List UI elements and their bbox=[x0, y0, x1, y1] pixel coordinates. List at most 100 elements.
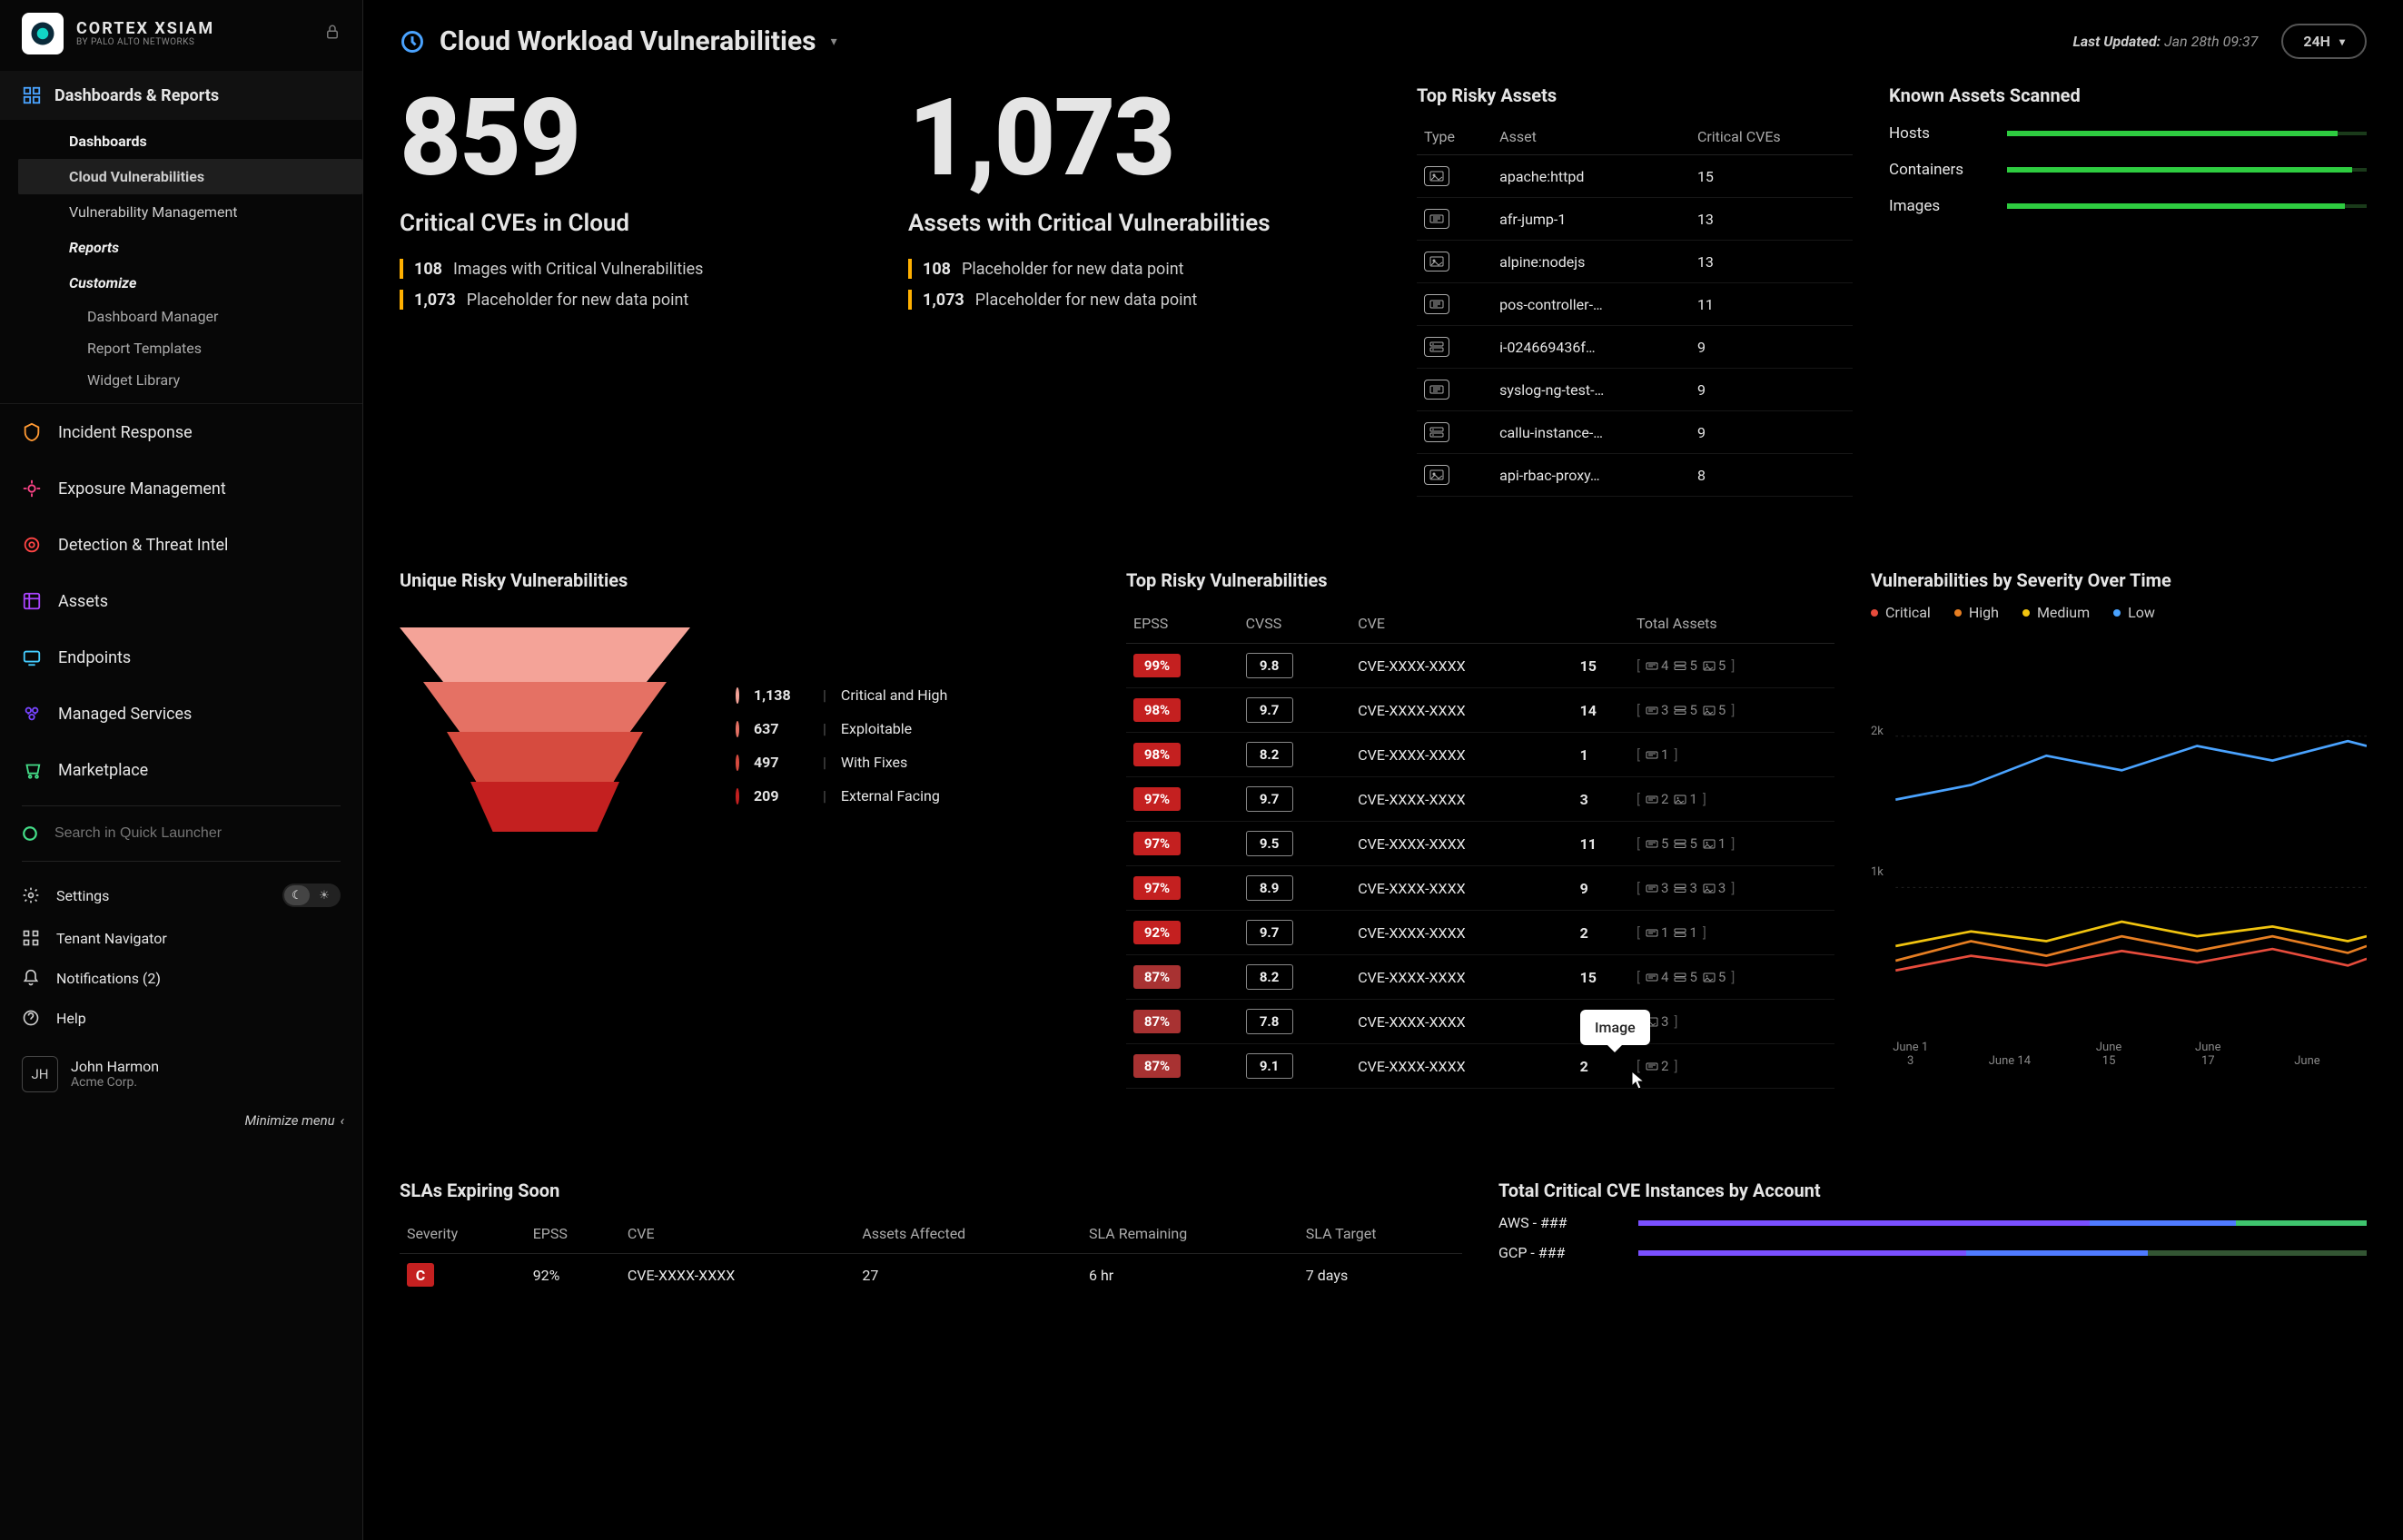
brand-subtitle: BY PALO ALTO NETWORKS bbox=[76, 37, 214, 47]
severity-badge: C bbox=[407, 1263, 434, 1287]
table-row[interactable]: 87% 9.1 CVE-XXXX-XXXX 2 [2] bbox=[1126, 1044, 1834, 1089]
image-icon bbox=[1424, 166, 1449, 186]
panel-title: Vulnerabilities by Severity Over Time bbox=[1871, 569, 2367, 591]
dashboards-reports-label: Dashboards & Reports bbox=[54, 86, 219, 105]
table-row[interactable]: 99% 9.8 CVE-XXXX-XXXX 15 [4 5 5] bbox=[1126, 644, 1834, 688]
grid-icon bbox=[22, 929, 40, 947]
top-risky-assets-table: TypeAssetCritical CVEs apache:httpd15 af… bbox=[1417, 119, 1853, 497]
table-row[interactable]: callu-instance-…9 bbox=[1417, 411, 1853, 454]
table-row[interactable]: i-024669436f…9 bbox=[1417, 326, 1853, 369]
kpi-label: Assets with Critical Vulnerabilities bbox=[908, 210, 1326, 237]
table-header: Type bbox=[1417, 119, 1492, 155]
table-header: CVSS bbox=[1239, 604, 1351, 644]
top-risky-vulnerabilities-table: EPSSCVSSCVE Total Assets 99% 9.8 CVE-XXXX… bbox=[1126, 604, 1834, 1089]
panel-title: SLAs Expiring Soon bbox=[400, 1180, 1462, 1201]
table-header: Assets Affected bbox=[855, 1214, 1082, 1254]
kpi-critical-cves: 859 Critical CVEs in Cloud 108Images wit… bbox=[400, 84, 872, 497]
sidebar-item-dashboards-reports[interactable]: Dashboards & Reports bbox=[0, 71, 362, 120]
brand-title: CORTEX XSIAM bbox=[76, 20, 214, 38]
metric-row: 1,073Placeholder for new data point bbox=[400, 290, 872, 310]
table-row[interactable]: 92% 9.7 CVE-XXXX-XXXX 2 [1 1] bbox=[1126, 911, 1834, 955]
user-org: Acme Corp. bbox=[71, 1075, 159, 1091]
table-row[interactable]: pos-controller-…11 bbox=[1417, 283, 1853, 326]
sidebar-item-managed-services[interactable]: Managed Services bbox=[0, 686, 362, 742]
sidebar-item-help[interactable]: Help bbox=[0, 998, 362, 1038]
theme-toggle[interactable]: ☾ ☀ bbox=[282, 884, 341, 907]
table-header: CVE bbox=[1350, 604, 1572, 644]
quick-launcher-search[interactable] bbox=[0, 814, 362, 854]
cve-by-account-panel: Total Critical CVE Instances by Account … bbox=[1498, 1180, 2367, 1296]
legend-row: 1,138| Critical and High bbox=[736, 686, 947, 704]
sidebar-item-reports[interactable]: Reports bbox=[54, 230, 362, 265]
minimize-menu-button[interactable]: Minimize menu ‹ bbox=[0, 1103, 362, 1138]
chevron-down-icon[interactable]: ▾ bbox=[831, 35, 837, 49]
sidebar-item-vulnerability-management[interactable]: Vulnerability Management bbox=[54, 194, 362, 230]
sidebar-item-incident-response[interactable]: Incident Response bbox=[0, 404, 362, 460]
legend-item: High bbox=[1954, 604, 1999, 621]
table-row[interactable]: apache:httpd15 bbox=[1417, 155, 1853, 198]
container-icon bbox=[1424, 380, 1449, 400]
table-row[interactable]: 98% 9.7 CVE-XXXX-XXXX 14 [3 5 5] bbox=[1126, 688, 1834, 733]
table-header: Severity bbox=[400, 1214, 526, 1254]
topbar: Cloud Workload Vulnerabilities ▾ Last Up… bbox=[391, 0, 2376, 75]
table-header: EPSS bbox=[1126, 604, 1239, 644]
severity-over-time-panel: Vulnerabilities by Severity Over Time Cr… bbox=[1871, 569, 2367, 1089]
table-row[interactable]: 98% 8.2 CVE-XXXX-XXXX 1 [1] bbox=[1126, 733, 1834, 777]
sidebar-item-marketplace[interactable]: Marketplace bbox=[0, 742, 362, 798]
table-row[interactable]: alpine:nodejs13 bbox=[1417, 241, 1853, 283]
unique-risky-vulnerabilities-panel: Unique Risky Vulnerabilities 1,138| Crit… bbox=[400, 569, 1090, 1089]
sidebar-item-notifications[interactable]: Notifications (2) bbox=[0, 958, 362, 998]
table-row[interactable]: 87% 8.2 CVE-XXXX-XXXX 15 [4 5 5] bbox=[1126, 955, 1834, 1000]
account-row: GCP - ### bbox=[1498, 1244, 2367, 1261]
time-range-selector[interactable]: 24H ▾ bbox=[2281, 24, 2367, 59]
main-content: Cloud Workload Vulnerabilities ▾ Last Up… bbox=[363, 0, 2403, 1540]
chevron-left-icon: ‹ bbox=[341, 1112, 344, 1129]
sidebar-item-settings[interactable]: Settings ☾ ☀ bbox=[0, 873, 362, 918]
table-header: Critical CVEs bbox=[1690, 119, 1853, 155]
table-header: CVE bbox=[620, 1214, 855, 1254]
search-input[interactable] bbox=[54, 825, 341, 842]
table-header: SLA Remaining bbox=[1082, 1214, 1299, 1254]
sidebar-item-endpoints[interactable]: Endpoints bbox=[0, 629, 362, 686]
table-row[interactable]: 97% 9.5 CVE-XXXX-XXXX 11 [5 5 1] bbox=[1126, 822, 1834, 866]
sidebar-item-assets[interactable]: Assets bbox=[0, 573, 362, 629]
kpi-assets-critical: 1,073 Assets with Critical Vulnerabiliti… bbox=[908, 84, 1380, 497]
sidebar-item-customize[interactable]: Customize bbox=[54, 265, 362, 301]
sidebar-item-exposure-management[interactable]: Exposure Management bbox=[0, 460, 362, 517]
panel-title: Unique Risky Vulnerabilities bbox=[400, 569, 1090, 591]
sidebar-item-report-templates[interactable]: Report Templates bbox=[73, 332, 362, 364]
legend-row: 497| With Fixes bbox=[736, 754, 947, 771]
panel-title: Known Assets Scanned bbox=[1889, 84, 2367, 106]
image-icon bbox=[1424, 465, 1449, 485]
sidebar-item-cloud-vulnerabilities[interactable]: Cloud Vulnerabilities bbox=[18, 159, 362, 194]
panel-title: Total Critical CVE Instances by Account bbox=[1498, 1180, 2367, 1201]
metric-row: 108Images with Critical Vulnerabilities bbox=[400, 259, 872, 279]
sidebar-item-dashboard-manager[interactable]: Dashboard Manager bbox=[73, 301, 362, 332]
table-row[interactable]: 97% 9.7 CVE-XXXX-XXXX 3 [2 1] bbox=[1126, 777, 1834, 822]
brand-logo bbox=[22, 13, 64, 54]
page-title: Cloud Workload Vulnerabilities bbox=[440, 25, 816, 57]
table-row[interactable]: afr-jump-113 bbox=[1417, 198, 1853, 241]
table-row[interactable]: 97% 8.9 CVE-XXXX-XXXX 9 [3 3 3] bbox=[1126, 866, 1834, 911]
table-row[interactable]: api-rbac-proxy…8 bbox=[1417, 454, 1853, 497]
sidebar-item-widget-library[interactable]: Widget Library bbox=[73, 364, 362, 396]
bell-icon bbox=[22, 969, 40, 987]
asset-scan-row: Images bbox=[1889, 197, 2367, 215]
table-header: Total Assets bbox=[1629, 604, 1834, 644]
lock-icon bbox=[324, 24, 341, 44]
legend-item: Low bbox=[2113, 604, 2155, 621]
sidebar-item-detection-threat-intel[interactable]: Detection & Threat Intel bbox=[0, 517, 362, 573]
sla-table: SeverityEPSSCVEAssets AffectedSLA Remain… bbox=[400, 1214, 1462, 1296]
table-row[interactable]: 87% 7.8 CVE-XXXX-XXXX 3 [3] bbox=[1126, 1000, 1834, 1044]
container-icon bbox=[1424, 209, 1449, 229]
sun-icon: ☀ bbox=[312, 885, 337, 905]
table-row[interactable]: syslog-ng-test-…9 bbox=[1417, 369, 1853, 411]
legend-row: 637| Exploitable bbox=[736, 720, 947, 737]
avatar: JH bbox=[22, 1056, 58, 1092]
user-name: John Harmon bbox=[71, 1058, 159, 1075]
dashboard-icon bbox=[400, 29, 425, 54]
sidebar-item-dashboards[interactable]: Dashboards bbox=[54, 123, 362, 159]
table-header: EPSS bbox=[526, 1214, 620, 1254]
user-card[interactable]: JH John Harmon Acme Corp. bbox=[0, 1045, 362, 1103]
sidebar-item-tenant-navigator[interactable]: Tenant Navigator bbox=[0, 918, 362, 958]
